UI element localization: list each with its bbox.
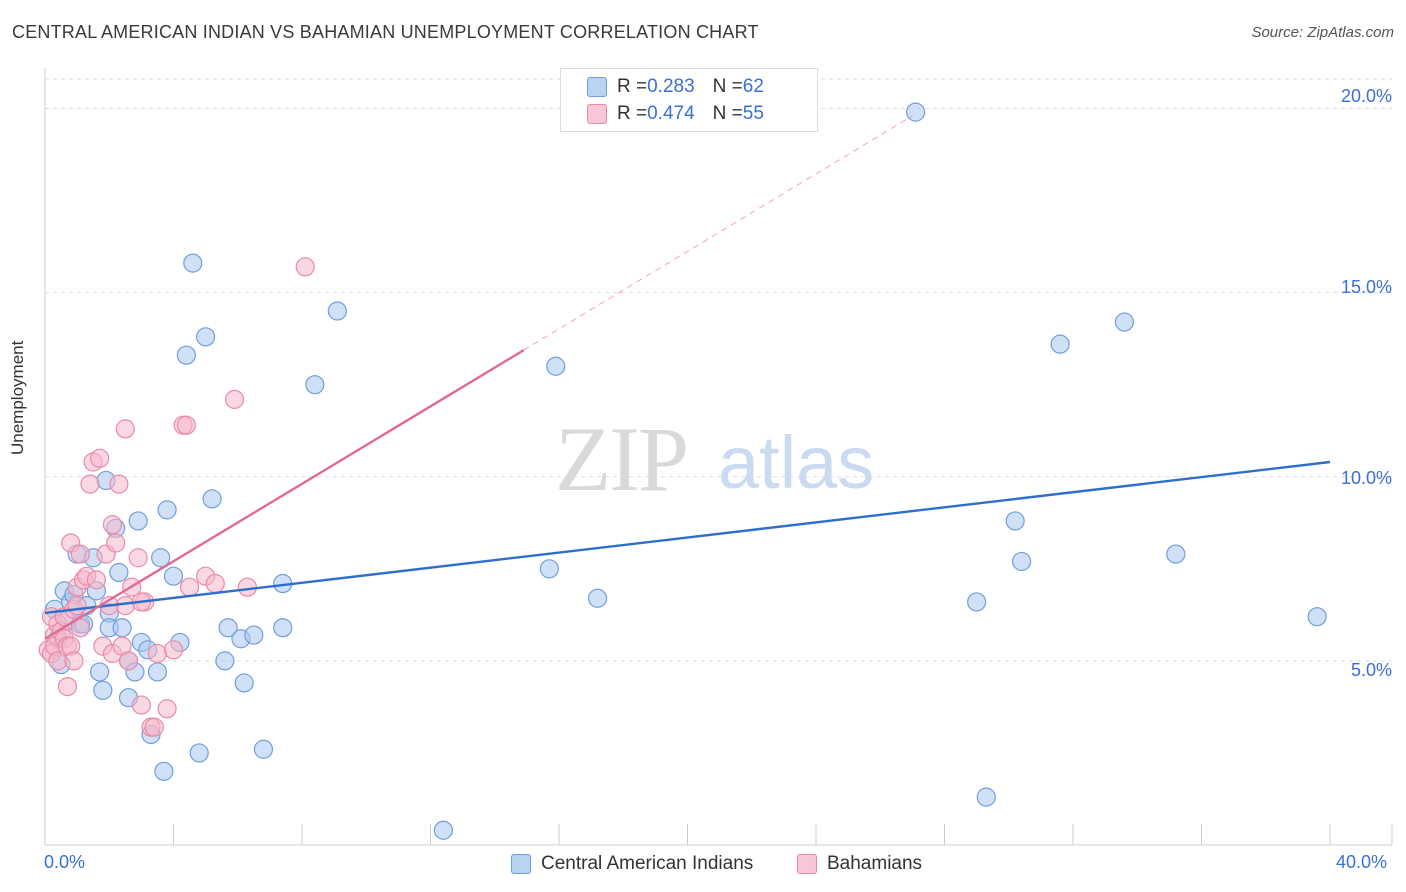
blue-swatch-icon (511, 854, 531, 874)
point-pink-37 (128, 548, 148, 568)
point-blue-38 (202, 489, 222, 509)
point-blue-47 (305, 375, 325, 395)
legend-n-label: N = (712, 103, 743, 124)
point-pink-22 (80, 474, 100, 494)
point-pink-51 (237, 577, 257, 597)
trend-line-pink (44, 349, 525, 640)
point-blue-36 (189, 743, 209, 763)
legend-n-value: 55 (742, 103, 764, 124)
point-pink-35 (118, 651, 139, 671)
point-blue-19 (109, 562, 129, 583)
trend-line-extension-pink (523, 115, 913, 351)
point-pink-44 (163, 640, 184, 660)
point-blue-24 (128, 511, 148, 531)
point-blue-52 (587, 588, 608, 608)
y-tick-label-15: 15.0% (1340, 277, 1392, 297)
point-pink-19 (70, 544, 90, 564)
point-blue-55 (976, 787, 996, 807)
point-pink-49 (205, 573, 225, 594)
point-blue-20 (112, 618, 132, 638)
point-blue-39 (215, 651, 235, 671)
point-blue-53 (905, 102, 926, 122)
point-pink-31 (109, 474, 129, 494)
x-tick-label-max: 40.0% (1336, 852, 1388, 872)
y-tick-label-10: 10.0% (1340, 468, 1392, 488)
point-pink-41 (144, 717, 164, 737)
y-tick-label-5: 5.0% (1350, 660, 1392, 680)
point-pink-47 (179, 577, 200, 597)
point-pink-25 (90, 448, 110, 468)
chart-title: CENTRAL AMERICAN INDIAN VS BAHAMIAN UNEM… (12, 22, 759, 42)
watermark-zip: ZIP (555, 408, 687, 510)
correlation-legend: R = 0.283 N = 62 R = 0.474 N = 55 (560, 68, 818, 132)
legend-label-blue: Central American Indians (541, 853, 754, 874)
point-blue-31 (157, 500, 177, 520)
point-blue-49 (433, 820, 453, 840)
point-blue-60 (1166, 544, 1186, 564)
point-blue-37 (196, 327, 216, 347)
point-pink-42 (147, 643, 168, 664)
point-blue-58 (1050, 334, 1070, 354)
legend-r-value: 0.474 (647, 103, 695, 124)
point-pink-34 (115, 596, 135, 616)
legend-label-pink: Bahamians (827, 853, 923, 874)
point-blue-50 (539, 559, 559, 579)
point-pink-11 (57, 677, 78, 697)
point-pink-28 (102, 515, 123, 535)
point-blue-51 (546, 356, 566, 376)
point-blue-61 (1307, 607, 1327, 627)
point-blue-57 (1011, 551, 1032, 572)
point-pink-24 (86, 570, 107, 590)
point-pink-46 (176, 415, 196, 435)
point-blue-40 (218, 618, 238, 638)
legend-r-label: R = (617, 76, 648, 97)
legend-row-blue: R = 0.283 N = 62 (587, 75, 764, 99)
point-pink-52 (295, 257, 315, 277)
trend-line-blue (44, 460, 1331, 615)
x-tick-label-min: 0.0% (44, 852, 86, 872)
point-blue-42 (234, 673, 254, 693)
point-blue-44 (253, 739, 274, 759)
legend-n-label: N = (712, 76, 743, 97)
point-pink-33 (115, 419, 135, 439)
legend-r-label: R = (617, 103, 648, 124)
point-pink-50 (224, 389, 245, 409)
point-blue-29 (151, 548, 171, 568)
point-blue-14 (93, 680, 113, 700)
point-blue-48 (327, 301, 347, 321)
legend-row-pink: R = 0.474 N = 55 (587, 102, 764, 126)
point-blue-59 (1114, 312, 1135, 332)
point-pink-43 (157, 699, 177, 719)
pink-swatch-icon (587, 104, 607, 124)
legend-r-value: 0.283 (647, 76, 695, 97)
point-blue-56 (1005, 511, 1025, 531)
point-pink-15 (64, 651, 84, 671)
point-blue-46 (273, 618, 293, 638)
legend-item-bahamians: Bahamians (797, 851, 922, 877)
chart-source: Source: ZipAtlas.com (1251, 24, 1394, 41)
point-blue-43 (244, 625, 264, 645)
point-blue-35 (183, 253, 203, 273)
point-blue-28 (147, 662, 168, 682)
pink-swatch-icon (797, 854, 817, 874)
point-blue-30 (154, 761, 174, 781)
legend-n-value: 62 (742, 76, 764, 97)
y-tick-label-20: 20.0% (1340, 86, 1392, 106)
blue-swatch-icon (587, 77, 607, 97)
point-pink-30 (106, 533, 126, 553)
point-blue-32 (163, 566, 184, 586)
point-pink-38 (131, 695, 151, 715)
point-blue-54 (967, 592, 987, 612)
point-blue-34 (176, 345, 196, 365)
point-blue-13 (90, 662, 110, 682)
watermark-atlas: atlas (718, 421, 874, 504)
legend-item-central-american-indians: Central American Indians (511, 851, 753, 877)
point-pink-17 (67, 596, 87, 616)
